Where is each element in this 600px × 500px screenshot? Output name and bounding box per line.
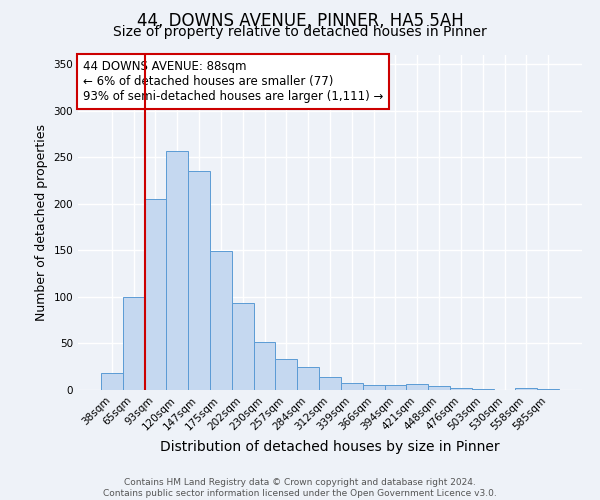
Y-axis label: Number of detached properties: Number of detached properties xyxy=(35,124,48,321)
Bar xyxy=(341,382,363,390)
Bar xyxy=(515,388,537,390)
Text: Contains HM Land Registry data © Crown copyright and database right 2024.
Contai: Contains HM Land Registry data © Crown c… xyxy=(103,478,497,498)
Bar xyxy=(145,199,166,390)
Bar xyxy=(428,386,450,390)
Bar xyxy=(123,297,145,390)
Bar xyxy=(319,377,341,390)
Bar xyxy=(385,386,406,390)
X-axis label: Distribution of detached houses by size in Pinner: Distribution of detached houses by size … xyxy=(160,440,500,454)
Bar xyxy=(537,389,559,390)
Bar xyxy=(232,302,254,390)
Bar xyxy=(254,342,275,390)
Bar xyxy=(406,384,428,390)
Bar xyxy=(450,388,472,390)
Bar xyxy=(297,366,319,390)
Bar xyxy=(166,151,188,390)
Text: 44 DOWNS AVENUE: 88sqm
← 6% of detached houses are smaller (77)
93% of semi-deta: 44 DOWNS AVENUE: 88sqm ← 6% of detached … xyxy=(83,60,383,103)
Bar xyxy=(363,386,385,390)
Text: Size of property relative to detached houses in Pinner: Size of property relative to detached ho… xyxy=(113,25,487,39)
Bar xyxy=(275,360,297,390)
Bar xyxy=(188,172,210,390)
Text: 44, DOWNS AVENUE, PINNER, HA5 5AH: 44, DOWNS AVENUE, PINNER, HA5 5AH xyxy=(137,12,463,30)
Bar xyxy=(101,373,123,390)
Bar xyxy=(472,389,494,390)
Bar xyxy=(210,252,232,390)
